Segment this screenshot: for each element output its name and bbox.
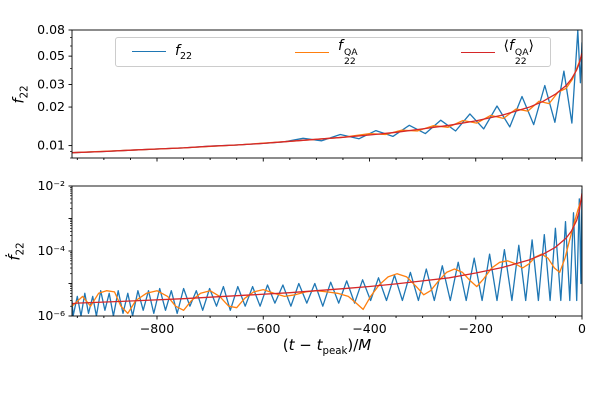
math-text: )/: [347, 336, 359, 354]
y-axis-label-top: f22: [9, 65, 30, 125]
legend-label: f22: [175, 43, 192, 62]
y-tick-label: 0.02: [37, 99, 65, 114]
math-text: f: [9, 98, 28, 104]
y-axis-label-bottom: ḟ22: [5, 222, 26, 282]
x-tick-label: −800: [140, 321, 174, 336]
axes-spines-bottom: [71, 185, 583, 317]
axes-spines-top: [71, 29, 583, 159]
x-tick-label: −200: [459, 321, 493, 336]
math-subscript: 22: [179, 50, 193, 62]
series-fdot22-QA-avg-line: [72, 193, 582, 305]
math-text: f: [338, 37, 343, 54]
math-text: f: [175, 42, 180, 59]
y-tick-label: 10⁻⁶: [37, 308, 65, 323]
math-text: t: [288, 336, 295, 354]
math-subscript: 22: [19, 85, 31, 99]
math-text: (: [282, 336, 289, 354]
series-f22-QA-avg-line: [72, 52, 582, 154]
x-tick-label: −400: [352, 321, 386, 336]
legend-entry: f QA 22: [295, 38, 358, 67]
math-text: ⟨: [503, 37, 509, 54]
y-tick-label: 10⁻²: [37, 178, 65, 193]
y-tick-label: 0.08: [37, 22, 65, 37]
y-tick-label: 10⁻⁴: [37, 243, 65, 258]
legend-line-sample: [460, 51, 495, 53]
legend: f22 f QA 22 ⟨f QA 22 ⟩: [115, 37, 551, 67]
legend-line-sample: [295, 51, 330, 53]
math-text: M: [358, 336, 372, 354]
math-text: t: [316, 336, 323, 354]
math-supsub: QA 22: [343, 46, 358, 67]
math-supsub: QA 22: [514, 46, 529, 67]
y-tick-label: 0.01: [37, 138, 65, 153]
legend-label: ⟨f QA 22 ⟩: [504, 38, 534, 67]
math-text: −: [294, 336, 317, 354]
x-tick-label: 0: [578, 321, 586, 336]
series-fdot22-line: [72, 189, 582, 316]
math-subscript: 22: [15, 242, 27, 256]
x-axis-label: (t − tpeak)/M: [227, 336, 427, 357]
math-text: ⟩: [528, 37, 534, 54]
math-text: f: [508, 37, 514, 54]
math-text: ḟ: [5, 255, 24, 261]
x-tick-label: −600: [246, 321, 280, 336]
legend-line-sample: [132, 51, 166, 53]
legend-entry: f22: [132, 43, 192, 62]
series-fdot22-QA-line: [72, 197, 582, 315]
y-tick-label: 0.05: [37, 48, 65, 63]
y-tick-label: 0.03: [37, 77, 65, 92]
math-subscript: peak: [322, 346, 348, 358]
legend-label: f QA 22: [338, 38, 358, 67]
legend-entry: ⟨f QA 22 ⟩: [460, 38, 534, 67]
